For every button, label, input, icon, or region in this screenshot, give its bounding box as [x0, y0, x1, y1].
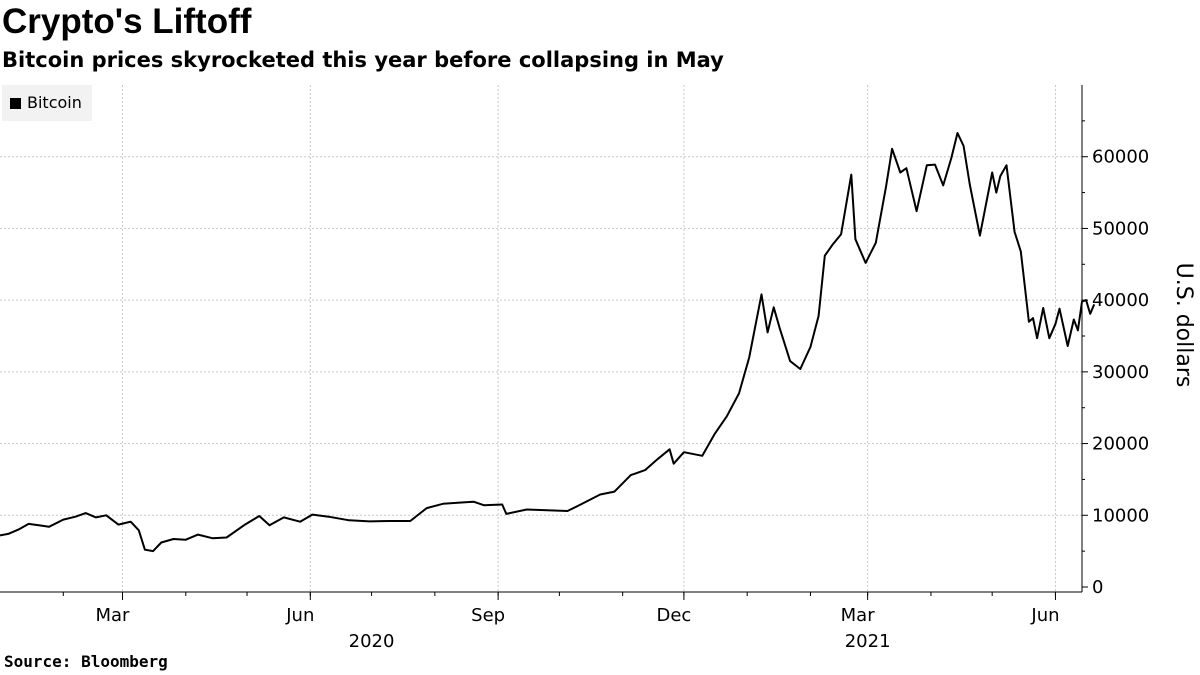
- y-tick-label-60000: 60000: [1092, 147, 1149, 168]
- x-tick-label-3: Dec: [656, 605, 691, 626]
- x-tick-label-4: Mar: [841, 605, 876, 626]
- source-note: Source: Bloomberg: [4, 652, 168, 671]
- x-year-label-1: 2021: [845, 631, 891, 652]
- y-tick-label-40000: 40000: [1092, 290, 1149, 311]
- y-tick-label-30000: 30000: [1092, 362, 1149, 383]
- y-axis-label: U.S. dollars: [1171, 263, 1196, 388]
- legend-swatch-bitcoin: [10, 98, 21, 109]
- x-year-label-0: 2020: [349, 631, 395, 652]
- chart-title: Crypto's Liftoff: [2, 2, 252, 41]
- y-tick-label-0: 0: [1092, 577, 1103, 598]
- y-tick-label-20000: 20000: [1092, 434, 1149, 455]
- y-axis: 0 10000 20000 30000 40000 50000 60000: [1081, 85, 1149, 598]
- x-tick-label-2: Sep: [471, 605, 505, 626]
- x-axis: Mar Jun Sep Dec Mar Jun 2020 2021: [0, 591, 1082, 652]
- chart-gridlines: [0, 85, 1082, 592]
- chart-series: [0, 132, 1096, 553]
- chart-subtitle: Bitcoin prices skyrocketed this year bef…: [2, 48, 724, 72]
- x-tick-label-1: Jun: [285, 605, 314, 626]
- x-tick-label-0: Mar: [96, 605, 131, 626]
- series-line-bitcoin: [0, 132, 1096, 553]
- legend-label-bitcoin: Bitcoin: [27, 93, 82, 112]
- y-tick-label-10000: 10000: [1092, 505, 1149, 526]
- y-tick-label-50000: 50000: [1092, 218, 1149, 239]
- legend: Bitcoin: [2, 85, 92, 121]
- x-tick-label-5: Jun: [1030, 605, 1059, 626]
